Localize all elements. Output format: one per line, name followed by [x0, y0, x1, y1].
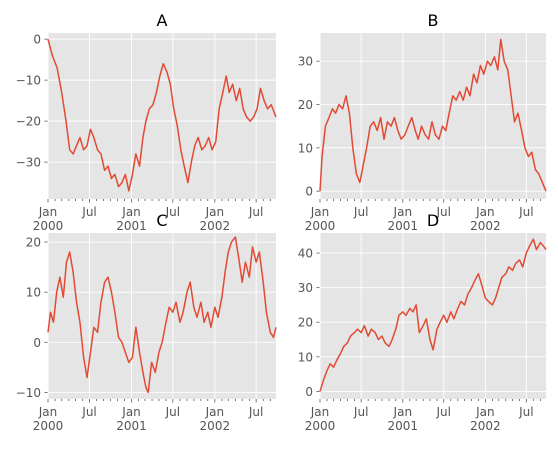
y-tick-label: 0 [33, 33, 41, 47]
subplot-title: D [427, 211, 439, 230]
y-tick-label: 40 [298, 247, 313, 261]
subplot-title: B [428, 11, 439, 30]
x-tick-label: 2002 [200, 219, 231, 233]
x-tick-label: Jan [205, 205, 225, 219]
x-tick-label: Jan [38, 205, 58, 219]
y-tick-label: 10 [26, 286, 41, 300]
x-tick-label: Jan [121, 405, 141, 419]
y-tick-label: 20 [26, 236, 41, 250]
x-tick-label: Jul [353, 205, 368, 219]
x-tick-label: Jan [310, 205, 330, 219]
x-tick-label: Jul [248, 205, 263, 219]
x-tick-label: Jan [121, 205, 141, 219]
x-tick-label: Jan [205, 405, 225, 419]
y-tick-label: −10 [16, 386, 41, 400]
subplot-title: A [157, 11, 168, 30]
y-tick-label: 10 [298, 141, 313, 155]
series-line [319, 238, 547, 392]
x-tick-label: Jul [81, 205, 96, 219]
plot-area [48, 233, 276, 399]
y-tick-label: 20 [298, 98, 313, 112]
subplot-title: C [156, 211, 167, 230]
x-tick-label: 2001 [388, 419, 419, 433]
x-tick-label: Jul [353, 405, 368, 419]
x-tick-label: 2000 [33, 419, 64, 433]
x-tick-label: Jan [393, 405, 413, 419]
y-tick-label: −10 [16, 74, 41, 88]
y-tick-label: −20 [16, 115, 41, 129]
y-tick-label: 30 [298, 281, 313, 295]
x-tick-label: Jul [165, 205, 180, 219]
x-tick-label: 2002 [200, 419, 231, 433]
x-tick-label: Jan [38, 405, 58, 419]
x-tick-label: Jul [81, 405, 96, 419]
x-tick-label: 2002 [470, 219, 501, 233]
x-tick-label: Jul [436, 405, 451, 419]
plot-area [48, 33, 276, 199]
x-tick-label: 2001 [116, 219, 147, 233]
series-line [47, 38, 277, 192]
plot-area [320, 33, 546, 199]
x-tick-label: 2000 [305, 419, 336, 433]
x-tick-label: Jan [475, 405, 495, 419]
y-tick-label: 20 [298, 316, 313, 330]
x-tick-label: 2000 [33, 219, 64, 233]
x-tick-label: 2002 [470, 419, 501, 433]
x-tick-label: 2001 [116, 419, 147, 433]
y-tick-label: 10 [298, 350, 313, 364]
series-line [319, 38, 547, 192]
series-line [47, 236, 277, 394]
y-tick-label: 30 [298, 55, 313, 69]
x-tick-label: Jul [518, 405, 533, 419]
x-tick-label: Jul [248, 405, 263, 419]
y-tick-label: 0 [305, 185, 313, 199]
y-tick-label: 0 [305, 385, 313, 399]
x-tick-label: Jul [436, 205, 451, 219]
x-tick-label: 2001 [388, 219, 419, 233]
y-tick-label: 0 [33, 336, 41, 350]
x-tick-label: Jul [165, 405, 180, 419]
x-tick-label: Jan [475, 205, 495, 219]
x-tick-label: Jul [518, 205, 533, 219]
x-tick-label: Jan [310, 405, 330, 419]
plot-area [320, 233, 546, 399]
y-tick-label: −30 [16, 156, 41, 170]
x-tick-label: 2000 [305, 219, 336, 233]
x-tick-label: Jan [393, 205, 413, 219]
